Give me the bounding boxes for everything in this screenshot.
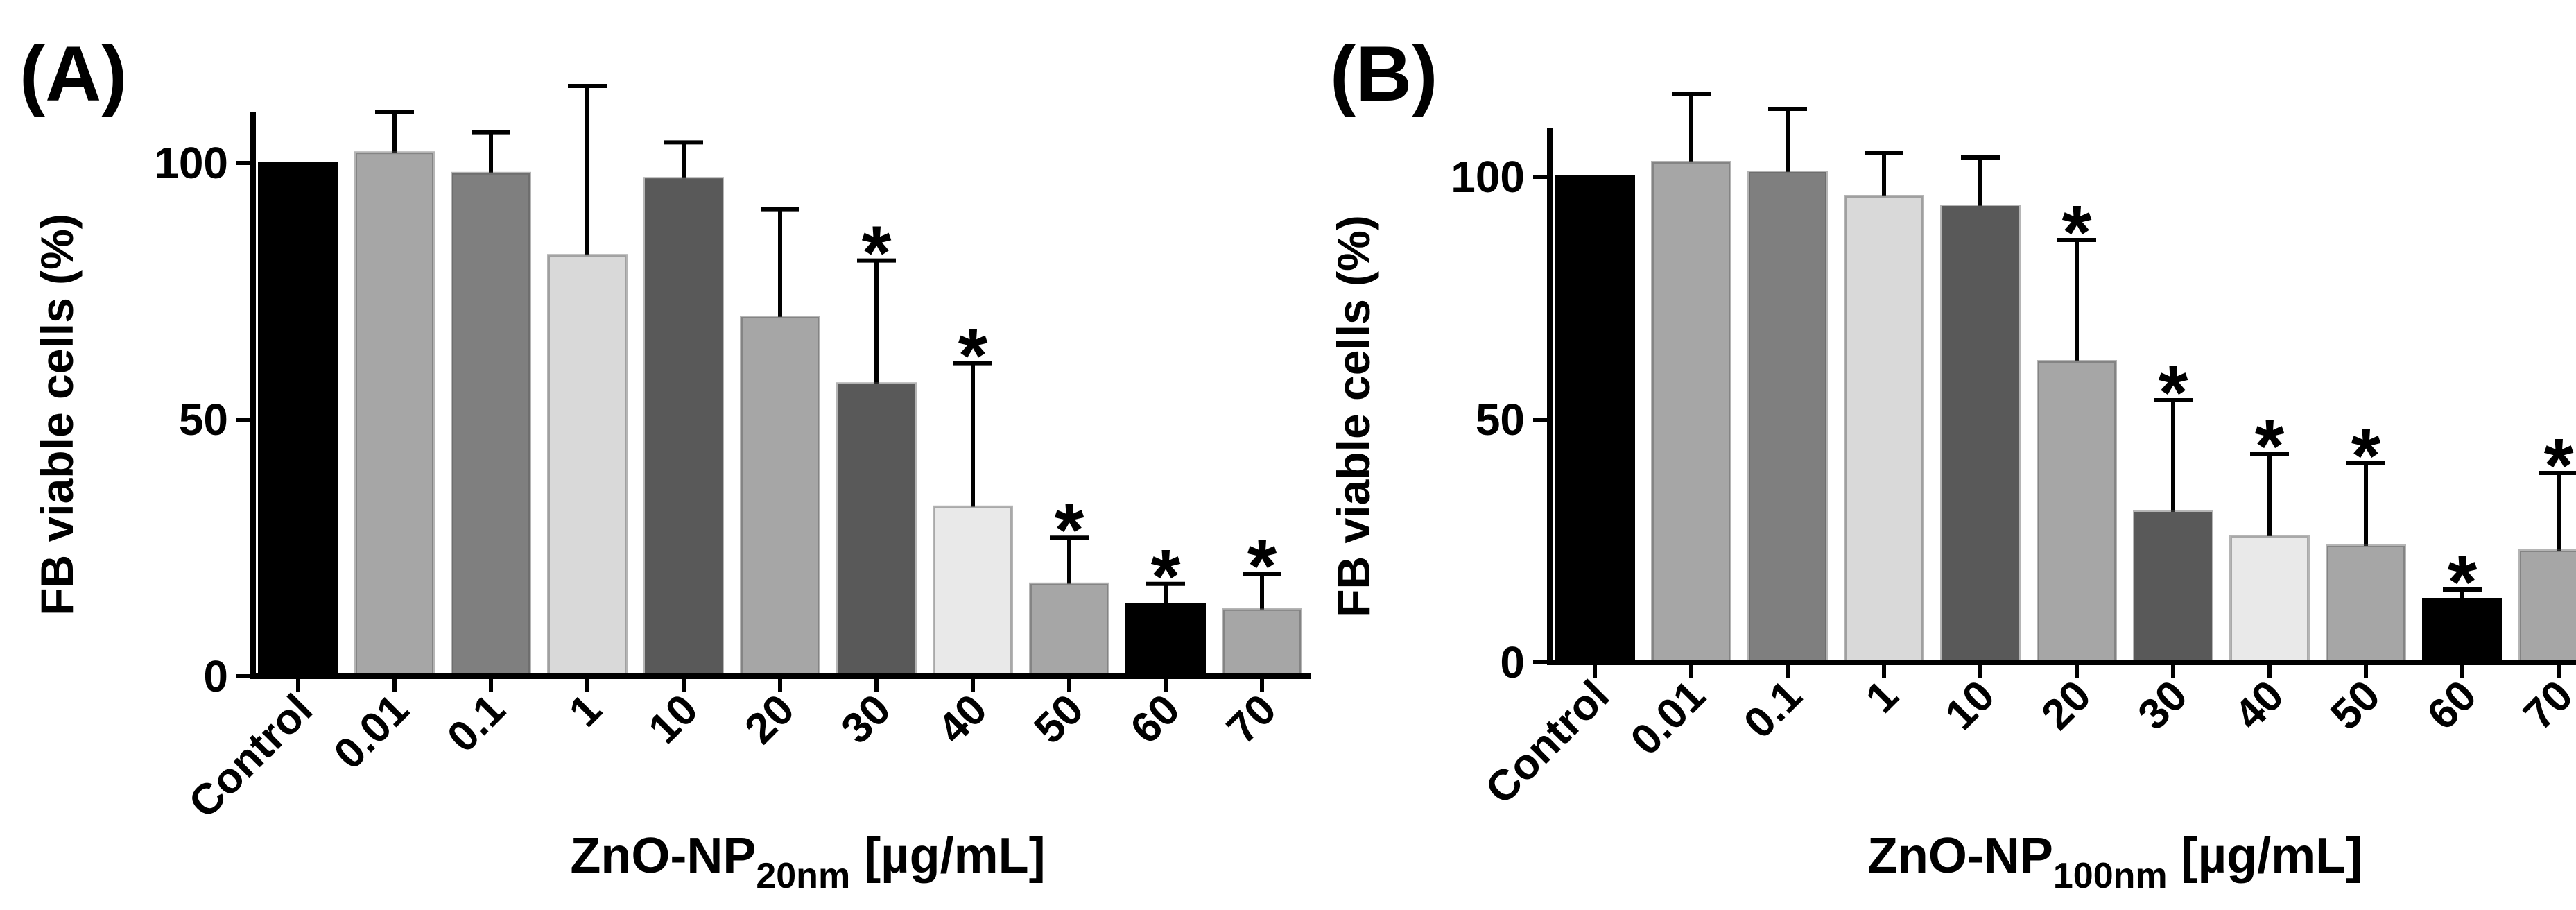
bar: [451, 171, 531, 678]
x-tick-label: 40: [928, 685, 996, 753]
x-tick-label: 70: [2514, 671, 2576, 739]
significance-star: *: [1151, 534, 1181, 619]
bar: [1844, 195, 1924, 664]
x-tick-label: 30: [2129, 671, 2197, 739]
x-tick-label: 20: [2032, 671, 2100, 739]
bar: [547, 254, 628, 678]
x-tick-label: Control: [180, 685, 322, 827]
x-tick-label: 0.1: [1735, 671, 1811, 748]
x-tick-label: 50: [2322, 671, 2389, 739]
bar: [643, 177, 724, 678]
y-axis-label: FB viable cells (%): [1328, 215, 1379, 617]
y-tick-label: 50: [179, 395, 228, 445]
x-axis-label: ZnO-NP100nm [µg/mL]: [1867, 828, 2362, 896]
x-tick-label: 0.01: [325, 685, 418, 778]
significance-star: *: [2062, 190, 2092, 275]
bar: [354, 151, 435, 678]
significance-star: *: [2159, 350, 2188, 436]
x-tick-label: 0.1: [438, 685, 515, 762]
bar: [1555, 175, 1635, 664]
bar: [2326, 544, 2406, 664]
significance-star: *: [2448, 540, 2478, 625]
significance-star: *: [2255, 404, 2285, 489]
y-tick-label: 0: [203, 651, 228, 701]
bar: [933, 505, 1013, 678]
bar: [2037, 360, 2117, 664]
panel-letter: (A): [19, 31, 127, 117]
panel-a: (A) FB viable cells (%) Control 0.01 0.1 1 10 2…: [19, 31, 1311, 896]
x-tick-label: 20: [736, 685, 804, 753]
significance-star: *: [862, 211, 892, 296]
x-tick-label: 60: [1121, 685, 1189, 753]
panel-b: (B) FB viable cells (%) Control 0.01 0.1 1 10 *…: [1328, 31, 2576, 896]
bar: [2133, 510, 2213, 664]
x-tick-label: 60: [2418, 671, 2486, 739]
bar: [836, 382, 917, 678]
x-tick-label: 30: [832, 685, 900, 753]
bar: [1222, 608, 1302, 678]
bar: [1029, 582, 1109, 678]
y-tick-label: 50: [1476, 395, 1525, 445]
y-axis-label: FB viable cells (%): [31, 214, 83, 616]
bar: [2229, 535, 2310, 664]
x-tick-label: 0.01: [1622, 671, 1715, 764]
bar: [258, 162, 338, 678]
x-tick-label: 10: [1936, 671, 2004, 739]
x-tick-label: 1: [1857, 671, 1908, 722]
x-axis-label: ZnO-NP20nm [µg/mL]: [570, 828, 1045, 896]
bar: [1747, 171, 1828, 664]
y-tick-label: 0: [1500, 637, 1525, 687]
bar: [2518, 549, 2576, 664]
significance-star: *: [958, 314, 988, 399]
y-tick-label: 100: [154, 138, 228, 188]
x-tick-label: 10: [639, 685, 707, 753]
significance-star: *: [1055, 488, 1084, 573]
bar: [740, 316, 820, 678]
x-tick-label: 40: [2225, 671, 2293, 739]
x-tick-label: Control: [1476, 671, 1618, 814]
significance-star: *: [1247, 524, 1277, 609]
x-tick-label: 50: [1025, 685, 1093, 753]
bar: [1940, 205, 2021, 664]
significance-star: *: [2351, 413, 2381, 499]
x-tick-label: 1: [560, 685, 611, 736]
bar: [2422, 598, 2502, 664]
bar: [1651, 161, 1731, 664]
y-tick-label: 100: [1451, 152, 1525, 202]
panel-letter: (B): [1330, 31, 1437, 117]
significance-star: *: [2544, 423, 2574, 508]
x-tick-label: 70: [1218, 685, 1286, 753]
bar: [1125, 603, 1206, 678]
